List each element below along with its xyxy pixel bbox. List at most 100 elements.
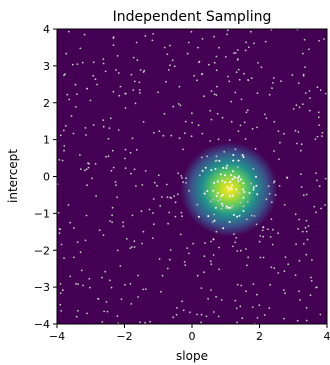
- sample-point: [272, 228, 274, 231]
- sample-point: [186, 52, 189, 55]
- sample-point: [236, 283, 239, 286]
- sample-point: [172, 105, 175, 108]
- sample-point: [133, 246, 136, 248]
- sample-point: [221, 116, 224, 119]
- sample-point: [315, 211, 317, 214]
- sample-point: [237, 177, 239, 179]
- sample-point: [273, 181, 275, 184]
- sample-point: [156, 184, 158, 187]
- sample-point: [198, 60, 201, 63]
- sample-point: [85, 214, 88, 217]
- sample-point: [259, 235, 262, 237]
- sample-point: [203, 271, 205, 274]
- sample-point: [124, 157, 126, 160]
- sample-point: [129, 151, 132, 154]
- sample-point: [252, 283, 255, 285]
- sample-point: [217, 199, 219, 202]
- sample-point: [239, 201, 242, 204]
- sample-point: [135, 41, 138, 44]
- sample-point: [117, 72, 120, 74]
- sample-point: [241, 154, 244, 157]
- sample-point: [231, 178, 234, 181]
- sample-point: [232, 154, 235, 156]
- sample-point: [59, 292, 62, 294]
- sample-point: [98, 229, 101, 232]
- sample-point: [302, 73, 305, 76]
- sample-point: [210, 118, 213, 121]
- sample-point: [246, 264, 248, 267]
- sample-point: [167, 69, 170, 71]
- sample-point: [278, 158, 280, 161]
- sample-point: [235, 71, 238, 74]
- sample-point: [291, 74, 294, 76]
- sample-point: [181, 177, 183, 179]
- sample-point: [217, 315, 220, 318]
- sample-point: [109, 220, 111, 222]
- sample-point: [210, 240, 212, 243]
- sample-point: [308, 48, 310, 51]
- sample-point: [151, 237, 154, 240]
- sample-point: [242, 196, 245, 199]
- sample-point: [283, 317, 285, 320]
- sample-point: [270, 201, 273, 204]
- sample-point: [323, 38, 325, 40]
- sample-point: [120, 298, 123, 300]
- sample-point: [268, 93, 271, 96]
- sample-point: [255, 223, 258, 226]
- sample-point: [228, 80, 231, 83]
- sample-point: [131, 137, 134, 140]
- sample-point: [133, 168, 136, 171]
- sample-point: [210, 263, 213, 266]
- sample-point: [178, 85, 181, 88]
- sample-point: [200, 313, 203, 316]
- sample-point: [213, 219, 216, 222]
- y-tick-label: −4: [34, 318, 50, 331]
- sample-point: [152, 33, 155, 35]
- y-tick-label: −3: [34, 281, 50, 294]
- sample-point: [298, 259, 301, 262]
- sample-point: [321, 131, 324, 134]
- sample-point: [230, 187, 233, 189]
- sample-point: [217, 138, 220, 141]
- sample-point: [85, 168, 88, 171]
- sample-point: [103, 310, 105, 313]
- sample-point: [260, 66, 263, 69]
- sample-point: [212, 311, 215, 313]
- sample-point: [115, 184, 117, 187]
- sample-point: [105, 301, 108, 303]
- sample-point: [89, 286, 91, 289]
- sample-point: [133, 240, 136, 243]
- sample-point: [252, 186, 255, 189]
- sample-point: [238, 78, 241, 81]
- sample-point: [319, 89, 322, 91]
- sample-point: [191, 121, 194, 124]
- sample-point: [142, 230, 145, 233]
- sample-point: [167, 222, 170, 225]
- sample-point: [218, 160, 221, 162]
- sample-point: [63, 149, 65, 152]
- sample-point: [92, 61, 95, 64]
- sample-point: [219, 198, 222, 201]
- sample-point: [220, 208, 223, 210]
- y-axis-label: intercept: [6, 149, 20, 203]
- sample-point: [236, 215, 239, 218]
- sample-point: [106, 310, 109, 313]
- x-tick-label: −4: [49, 330, 65, 343]
- sample-point: [182, 181, 185, 184]
- sample-point: [203, 192, 206, 195]
- sample-point: [232, 245, 234, 248]
- sample-point: [74, 83, 77, 86]
- sample-point: [111, 149, 114, 152]
- sample-point: [179, 233, 182, 236]
- sample-point: [182, 148, 185, 151]
- sample-point: [262, 226, 265, 229]
- sample-point: [301, 103, 304, 106]
- sample-point: [111, 214, 113, 217]
- sample-point: [218, 268, 221, 271]
- sample-point: [186, 247, 189, 250]
- sample-point: [169, 249, 172, 251]
- sample-point: [200, 287, 203, 289]
- sample-point: [76, 63, 79, 65]
- sample-point: [235, 307, 238, 310]
